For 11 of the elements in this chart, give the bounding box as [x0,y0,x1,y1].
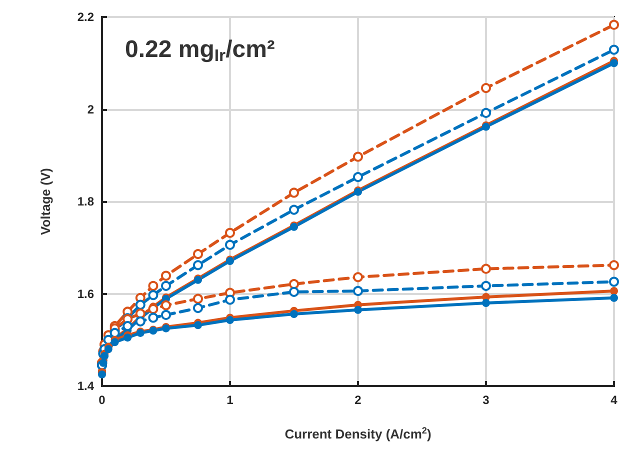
y-tick-label: 2 [87,102,94,116]
y-tick-label: 2.2 [77,10,94,24]
y-tick-label: 1.4 [77,379,94,393]
y-tick-label: 1.8 [77,194,94,208]
x-tick-label: 2 [354,393,362,407]
x-tick-label: 1 [226,393,234,407]
x-tick-label: 0 [98,393,106,407]
x-tick-label: 3 [482,393,490,407]
y-axis-title: Voltage (V) [38,168,53,235]
y-tick-label: 1.6 [77,286,94,301]
x-tick-label: 4 [610,393,618,407]
